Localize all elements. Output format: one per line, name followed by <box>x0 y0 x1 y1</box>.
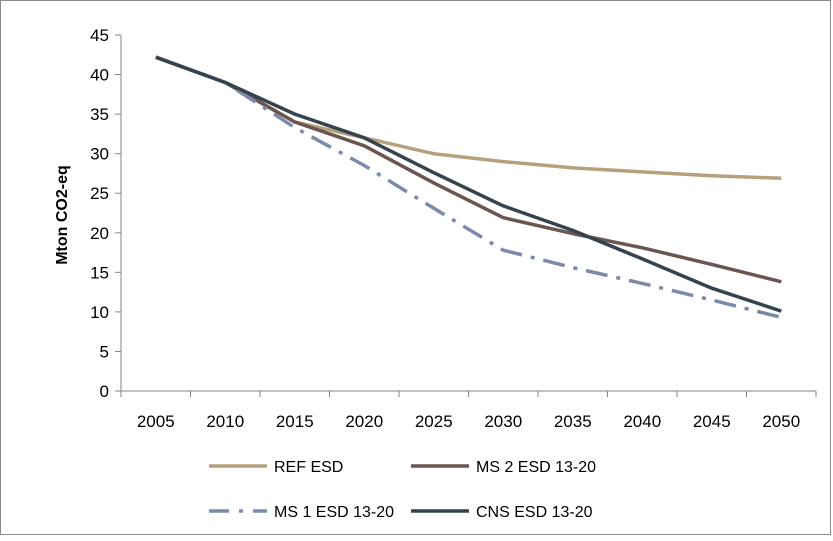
series-line-2 <box>155 55 782 284</box>
y-tick-label: 15 <box>90 263 109 282</box>
y-tick-label: 20 <box>90 224 109 243</box>
legend-label: REF ESD <box>274 459 343 476</box>
x-tick-label: 2050 <box>762 412 800 431</box>
plot-area <box>155 55 782 320</box>
x-tick-label: 2045 <box>693 412 731 431</box>
x-tick-label: 2005 <box>137 412 175 431</box>
series-line-3 <box>155 55 782 320</box>
legend-item-3: MS 1 ESD 13-20 <box>209 504 394 521</box>
y-axis-label: Mton CO2-eq <box>54 165 71 265</box>
legend-label: MS 1 ESD 13-20 <box>274 504 394 521</box>
x-tick-label: 2040 <box>623 412 661 431</box>
y-axis: 0 5 10 15 20 25 30 35 40 45 <box>90 26 122 401</box>
legend-item-1: REF ESD <box>209 459 343 476</box>
y-tick-label: 10 <box>90 303 109 322</box>
series-line-4 <box>155 55 782 313</box>
x-tick-label: 2025 <box>415 412 453 431</box>
x-tick-label: 2015 <box>276 412 314 431</box>
x-tick-label: 2010 <box>206 412 244 431</box>
x-tick-label: 2030 <box>484 412 522 431</box>
y-tick-label: 0 <box>100 382 109 401</box>
legend-item-4: CNS ESD 13-20 <box>411 504 593 521</box>
x-tick-label: 2020 <box>345 412 383 431</box>
y-tick-label: 35 <box>90 105 109 124</box>
y-tick-label: 45 <box>90 26 109 45</box>
y-tick-label: 30 <box>90 145 109 164</box>
y-tick-label: 5 <box>100 342 109 361</box>
legend-label: MS 2 ESD 13-20 <box>476 459 596 476</box>
y-tick-label: 25 <box>90 184 109 203</box>
y-tick-label: 40 <box>90 66 109 85</box>
legend: REF ESD MS 2 ESD 13-20 MS 1 ESD 13-20 CNS E… <box>209 459 596 521</box>
x-tick-label: 2035 <box>554 412 592 431</box>
x-axis: 2005 2010 2015 2020 2025 2030 2035 2040 2045 2050 <box>120 390 817 431</box>
legend-label: CNS ESD 13-20 <box>476 504 593 521</box>
legend-item-2: MS 2 ESD 13-20 <box>411 459 596 476</box>
series-line-1 <box>155 55 782 180</box>
